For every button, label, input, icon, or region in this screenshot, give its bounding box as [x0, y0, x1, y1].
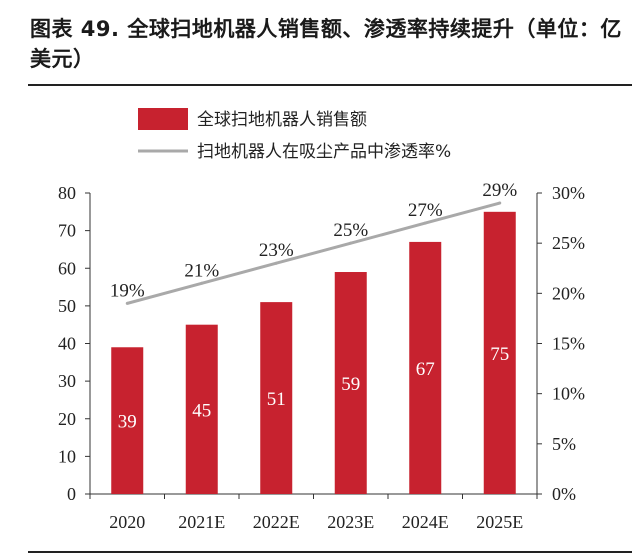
sales-bar-label: 75 [490, 344, 509, 365]
penetration-point [423, 221, 427, 225]
sales-bar [483, 211, 516, 494]
penetration-label: 21% [184, 260, 219, 281]
left-axis-tick-label: 10 [58, 446, 76, 466]
title-divider [28, 84, 632, 86]
penetration-point [125, 301, 129, 305]
sales-bar [185, 324, 218, 494]
right-axis-tick-label: 30% [552, 183, 585, 203]
penetration-line: 19% 21% 23% 25% 27% 29% [110, 180, 517, 305]
penetration-label: 27% [408, 200, 443, 221]
sales-bar [409, 241, 442, 494]
left-axis-tick-label: 50 [58, 296, 76, 316]
right-axis-tick-label: 25% [552, 233, 585, 253]
left-axis-tick-label: 30 [58, 371, 76, 391]
left-axis-tick-label: 0 [67, 484, 76, 504]
sales-bar-label: 45 [192, 400, 211, 421]
legend-label-sales: 全球扫地机器人销售额 [197, 110, 367, 130]
sales-bar [260, 302, 293, 494]
bars: 39 45 51 59 67 75 [111, 211, 516, 494]
sales-bar [334, 272, 367, 494]
left-axis-tick-label: 20 [58, 409, 76, 429]
left-axis-tick-label: 70 [58, 221, 76, 241]
legend-swatch-sales [138, 108, 188, 130]
legend: 全球扫地机器人销售额 扫地机器人在吸尘产品中渗透率% [138, 108, 451, 162]
right-axis-tick-label: 5% [552, 434, 576, 454]
left-axis-tick-label: 60 [58, 258, 76, 278]
x-axis-tick-label: 2023E [327, 512, 374, 532]
x-axis-tick-label: 2020 [109, 512, 145, 532]
penetration-point [274, 261, 278, 265]
penetration-point [200, 281, 204, 285]
bottom-divider [28, 551, 632, 553]
axes: 0 10 20 30 40 50 60 70 80 0% 5% 10% 15% 20% 25% 30% 2020… [58, 183, 585, 532]
penetration-point [498, 201, 502, 205]
x-axis-tick-label: 2024E [402, 512, 449, 532]
right-axis-tick-label: 10% [552, 384, 585, 404]
sales-bar-label: 67 [416, 359, 435, 380]
right-axis-tick-label: 15% [552, 334, 585, 354]
penetration-label: 23% [259, 240, 294, 261]
penetration-label: 19% [110, 280, 145, 301]
legend-label-penetration: 扫地机器人在吸尘产品中渗透率% [197, 142, 451, 162]
penetration-point [349, 241, 353, 245]
sales-bar-label: 51 [267, 389, 286, 410]
x-axis-tick-label: 2025E [476, 512, 523, 532]
chart-title: 图表 49. 全球扫地机器人销售额、渗透率持续提升（单位：亿美元） [30, 17, 622, 71]
penetration-label: 25% [333, 220, 368, 241]
left-axis-tick-label: 40 [58, 334, 76, 354]
sales-bar [111, 347, 144, 494]
penetration-line-path [126, 201, 501, 305]
right-axis-tick-label: 0% [552, 484, 576, 504]
x-axis-tick-label: 2021E [178, 512, 225, 532]
right-axis-tick-label: 20% [552, 283, 585, 303]
penetration-label: 29% [482, 180, 517, 201]
sales-bar-label: 39 [118, 412, 137, 433]
x-axis-tick-label: 2022E [253, 512, 300, 532]
sales-bar-label: 59 [341, 374, 360, 395]
left-axis-tick-label: 80 [58, 183, 76, 203]
